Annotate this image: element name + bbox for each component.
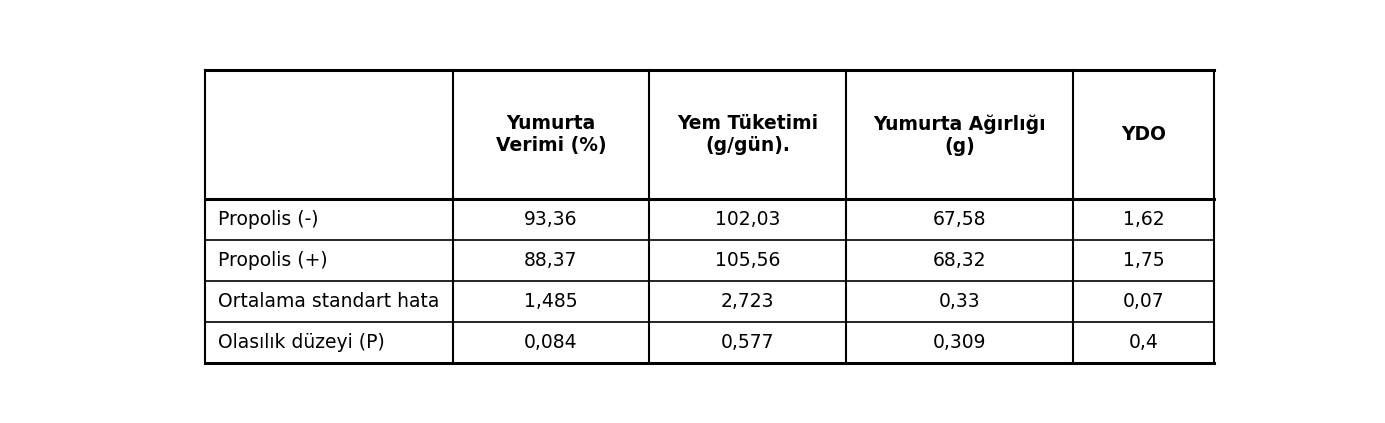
Text: YDO: YDO bbox=[1122, 125, 1166, 144]
Text: 93,36: 93,36 bbox=[524, 210, 578, 229]
Text: 0,309: 0,309 bbox=[932, 333, 986, 352]
Text: Olasılık düzeyi (P): Olasılık düzeyi (P) bbox=[219, 333, 385, 352]
Text: 68,32: 68,32 bbox=[932, 251, 986, 270]
Text: 1,62: 1,62 bbox=[1123, 210, 1165, 229]
Text: Yem Tüketimi
(g/gün).: Yem Tüketimi (g/gün). bbox=[677, 114, 819, 155]
Text: 0,33: 0,33 bbox=[939, 292, 981, 311]
Text: 67,58: 67,58 bbox=[932, 210, 986, 229]
Text: 1,75: 1,75 bbox=[1123, 251, 1165, 270]
Text: Propolis (+): Propolis (+) bbox=[219, 251, 328, 270]
Text: 0,07: 0,07 bbox=[1123, 292, 1165, 311]
Text: 0,4: 0,4 bbox=[1129, 333, 1159, 352]
Text: 0,577: 0,577 bbox=[722, 333, 774, 352]
Text: 88,37: 88,37 bbox=[524, 251, 578, 270]
Text: Ortalama standart hata: Ortalama standart hata bbox=[219, 292, 439, 311]
Text: Propolis (-): Propolis (-) bbox=[219, 210, 319, 229]
Text: 2,723: 2,723 bbox=[722, 292, 774, 311]
Text: Yumurta Ağırlığı
(g): Yumurta Ağırlığı (g) bbox=[873, 114, 1046, 156]
Text: 102,03: 102,03 bbox=[715, 210, 780, 229]
Text: Yumurta
Verimi (%): Yumurta Verimi (%) bbox=[496, 114, 607, 155]
Text: 0,084: 0,084 bbox=[524, 333, 578, 352]
Text: 1,485: 1,485 bbox=[524, 292, 578, 311]
Text: 105,56: 105,56 bbox=[715, 251, 780, 270]
